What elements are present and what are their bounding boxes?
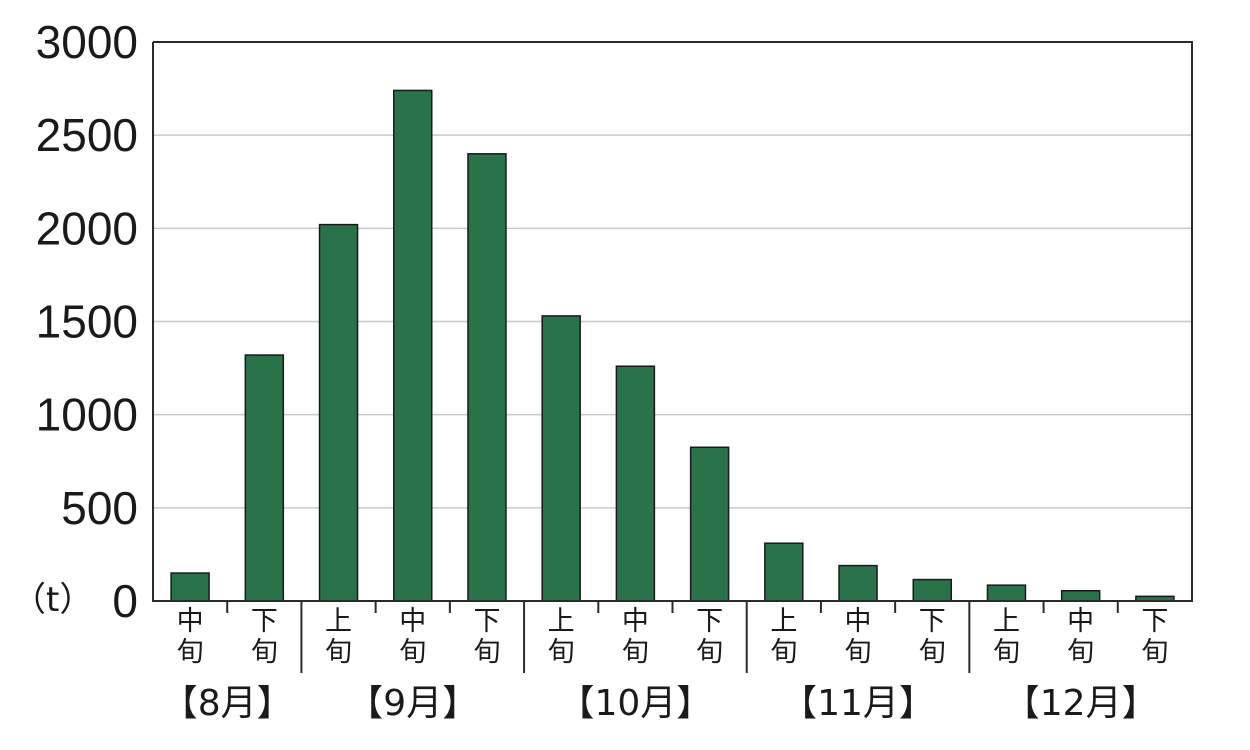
bar bbox=[615, 365, 656, 602]
x-tick-label: 上旬 bbox=[770, 606, 797, 668]
labels: 050010001500200025003000中旬下旬上旬中旬下旬上旬中旬下旬… bbox=[36, 16, 1169, 724]
x-tick-label: 中旬 bbox=[399, 606, 426, 668]
month-group-label: 【11月】 bbox=[781, 683, 935, 724]
x-tick-label: 上旬 bbox=[548, 606, 575, 668]
bar bbox=[244, 354, 285, 602]
gridlines bbox=[153, 134, 1192, 509]
y-unit-label: （t） bbox=[12, 580, 93, 620]
bar bbox=[467, 153, 507, 602]
month-group-label: 【10月】 bbox=[558, 683, 712, 724]
y-tick-label: 3000 bbox=[36, 16, 138, 68]
x-tick-label: 上旬 bbox=[325, 606, 352, 668]
bar bbox=[393, 89, 433, 602]
y-tick-label: 0 bbox=[112, 575, 138, 627]
month-group-label: 【8月】 bbox=[162, 683, 293, 724]
bar bbox=[541, 315, 581, 602]
plot-frame bbox=[152, 41, 1193, 602]
bar bbox=[912, 578, 952, 602]
y-tick-label: 1500 bbox=[36, 296, 138, 348]
x-tick-label: 中旬 bbox=[177, 606, 204, 668]
y-tick-label: 500 bbox=[61, 482, 138, 534]
bar bbox=[689, 446, 730, 602]
x-tick-label: 上旬 bbox=[993, 606, 1020, 668]
axes bbox=[152, 41, 1193, 673]
x-tick-label: 下旬 bbox=[251, 606, 278, 668]
y-tick-label: 1000 bbox=[36, 389, 138, 441]
bars bbox=[170, 89, 1175, 602]
month-group-label: 【12月】 bbox=[1004, 683, 1158, 724]
bar bbox=[1060, 590, 1101, 602]
bar bbox=[838, 564, 878, 602]
x-tick-label: 下旬 bbox=[919, 606, 946, 668]
bar bbox=[764, 542, 804, 602]
bar bbox=[986, 584, 1027, 602]
bar bbox=[318, 223, 359, 602]
x-tick-label: 中旬 bbox=[1067, 606, 1094, 668]
x-tick-label: 中旬 bbox=[845, 606, 872, 668]
x-tick-label: 中旬 bbox=[622, 606, 649, 668]
y-tick-label: 2000 bbox=[36, 202, 138, 254]
bar bbox=[170, 572, 210, 602]
y-tick-label: 2500 bbox=[36, 109, 138, 161]
x-tick-label: 下旬 bbox=[473, 606, 500, 668]
month-group-label: 【9月】 bbox=[347, 683, 478, 724]
x-tick-label: 下旬 bbox=[696, 606, 723, 668]
x-tick-label: 下旬 bbox=[1141, 606, 1168, 668]
